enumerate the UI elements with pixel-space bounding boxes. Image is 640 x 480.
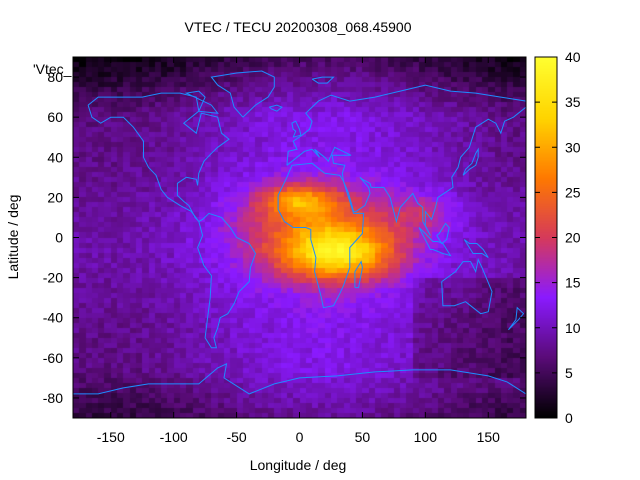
colorbar-gradient bbox=[535, 57, 557, 418]
x-tick-label: 100 bbox=[414, 429, 438, 445]
coast-madagascar bbox=[354, 260, 363, 289]
coast-new-zealand bbox=[507, 306, 525, 331]
colorbar-ticks: 0 5 10 15 20 25 30 35 40 bbox=[535, 49, 581, 426]
x-tick-label: -150 bbox=[97, 429, 125, 445]
key-label: 'Vtec_ bbox=[33, 61, 72, 77]
y-axis-label: Latitude / deg bbox=[5, 195, 21, 280]
coast-south-america bbox=[197, 212, 257, 349]
colorbar-tick-label: 35 bbox=[565, 94, 581, 110]
colorbar-tick-label: 15 bbox=[565, 275, 581, 291]
x-axis-ticks: -150 -100 -50 0 50 100 150 bbox=[97, 57, 500, 445]
coast-svalbard bbox=[311, 76, 335, 84]
vtec-heatmap bbox=[73, 57, 526, 418]
x-axis-label: Longitude / deg bbox=[250, 457, 347, 473]
coast-australia bbox=[441, 258, 493, 315]
x-tick-label: 50 bbox=[355, 429, 371, 445]
coast-iceland bbox=[268, 104, 283, 112]
coast-eurasia bbox=[286, 84, 527, 236]
x-tick-label: -100 bbox=[160, 429, 188, 445]
x-tick-label: 150 bbox=[477, 429, 501, 445]
y-tick-label: -20 bbox=[43, 270, 63, 286]
coast-indonesia bbox=[418, 227, 452, 257]
colorbar-tick-label: 25 bbox=[565, 184, 581, 200]
y-tick-label: 0 bbox=[55, 230, 63, 246]
coast-africa bbox=[277, 162, 365, 309]
colorbar: 0 5 10 15 20 25 30 35 40 bbox=[534, 49, 581, 426]
colorbar-tick-label: 40 bbox=[565, 49, 581, 65]
y-tick-label: 40 bbox=[47, 149, 63, 165]
y-tick-label: 20 bbox=[47, 189, 63, 205]
x-tick-label: 0 bbox=[296, 429, 304, 445]
colorbar-tick-label: 30 bbox=[565, 139, 581, 155]
y-tick-label: -40 bbox=[43, 310, 63, 326]
y-tick-label: -80 bbox=[43, 390, 63, 406]
coast-japan bbox=[462, 147, 479, 176]
colorbar-tick-label: 20 bbox=[565, 230, 581, 246]
colorbar-tick-label: 0 bbox=[565, 410, 573, 426]
coast-greenland bbox=[210, 70, 275, 118]
chart-title: VTEC / TECU 20200308_068.45900 bbox=[184, 19, 411, 35]
x-tick-label: -50 bbox=[226, 429, 246, 445]
coast-borneo bbox=[436, 222, 450, 245]
colorbar-tick-label: 10 bbox=[565, 320, 581, 336]
coast-baffin bbox=[184, 90, 219, 114]
y-tick-label: 80 bbox=[47, 69, 63, 85]
colorbar-tick-label: 5 bbox=[565, 365, 573, 381]
coast-uk bbox=[291, 120, 302, 138]
coast-antarctica bbox=[73, 362, 527, 395]
coastlines bbox=[73, 70, 527, 395]
coast-new-guinea bbox=[463, 239, 489, 259]
y-axis-ticks: -80 -60 -40 -20 0 20 40 60 80 bbox=[43, 69, 526, 406]
coast-north-america bbox=[87, 92, 230, 222]
plot-area bbox=[72, 56, 527, 419]
y-tick-label: -60 bbox=[43, 350, 63, 366]
y-tick-label: 60 bbox=[47, 109, 63, 125]
